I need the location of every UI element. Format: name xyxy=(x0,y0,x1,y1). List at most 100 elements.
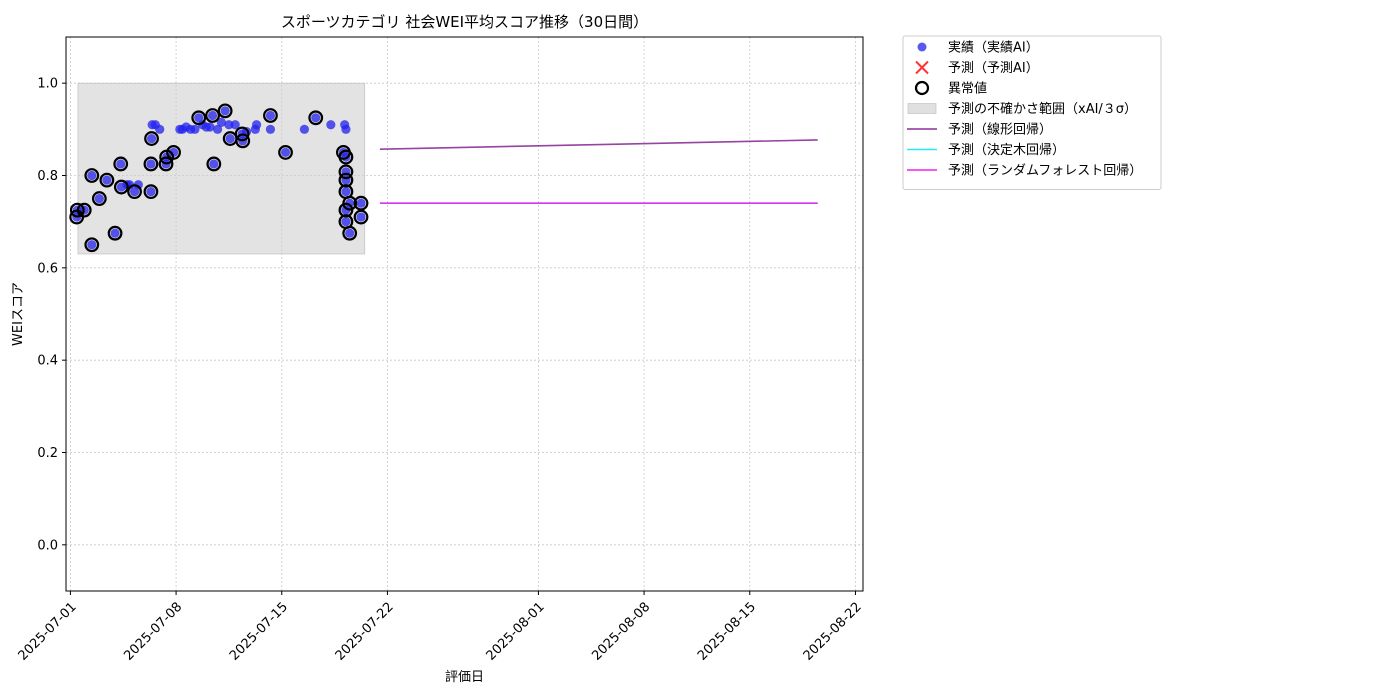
actual-point xyxy=(345,198,355,208)
actual-point xyxy=(341,124,351,134)
actual-point xyxy=(356,212,366,222)
anomaly-ring xyxy=(76,202,92,218)
linear-regression-line xyxy=(379,139,818,150)
y-tick-label: 0.0 xyxy=(37,538,58,553)
x-tick-label: 2025-08-01 xyxy=(484,600,548,664)
actual-point xyxy=(207,110,218,121)
actual-point xyxy=(87,240,97,250)
anomaly-ring xyxy=(234,126,250,142)
anomaly-ring xyxy=(235,133,251,149)
anomaly-ring xyxy=(217,103,233,119)
anomaly-ring xyxy=(191,110,207,126)
actual-point xyxy=(341,205,351,215)
legend-actual-marker xyxy=(917,42,927,52)
actual-point xyxy=(280,147,291,158)
anomaly-ring xyxy=(342,195,358,211)
anomaly-ring xyxy=(308,110,324,126)
actual-point xyxy=(190,124,200,134)
actual-point xyxy=(225,133,235,144)
anomaly-ring xyxy=(338,164,354,180)
prediction-lines-layer xyxy=(379,139,818,204)
x-axis-ticks: 2025-07-01 2025-07-08 2025-07-15 2025-07-22… xyxy=(16,591,865,664)
actual-point xyxy=(265,110,276,121)
actual-point xyxy=(224,120,234,130)
anomaly-ring xyxy=(206,156,222,172)
actual-point xyxy=(146,187,156,197)
y-tick-label: 0.2 xyxy=(37,446,58,461)
legend-box xyxy=(902,35,1162,190)
actual-point xyxy=(87,170,97,181)
anomaly-ring xyxy=(143,156,159,172)
x-tick-label: 2025-08-08 xyxy=(589,600,653,664)
legend-label: 予測（予測AI） xyxy=(948,61,1039,76)
actual-point xyxy=(356,198,366,208)
actual-point xyxy=(345,228,355,238)
anomaly-ring xyxy=(84,168,100,183)
anomaly-ring xyxy=(166,145,181,160)
actual-point xyxy=(341,187,351,197)
anomaly-ring xyxy=(278,145,293,160)
anomaly-ring xyxy=(69,202,85,218)
actual-point xyxy=(265,124,276,134)
anomaly-ring xyxy=(143,184,159,200)
legend-label: 予測の不確かさ範囲（xAI/３σ） xyxy=(948,101,1137,117)
anomaly-ring xyxy=(158,156,174,172)
anomaly-ring xyxy=(338,149,354,165)
actual-point xyxy=(252,120,262,130)
legend-item: 実績（実績AI） xyxy=(917,40,1039,56)
anomaly-ring xyxy=(205,108,220,123)
legend-item: 予測（線形回帰） xyxy=(907,122,1052,138)
actual-point xyxy=(341,217,351,227)
anomaly-ring xyxy=(113,156,129,172)
anomaly-ring xyxy=(113,179,129,195)
actual-point xyxy=(216,117,226,128)
plot-area-frame xyxy=(65,36,864,592)
x-tick-label: 2025-08-15 xyxy=(695,600,759,664)
legend-predicted-marker xyxy=(915,60,929,75)
anomaly-ring xyxy=(99,172,115,188)
actual-point xyxy=(230,120,240,130)
y-tick-label: 0.6 xyxy=(37,261,58,276)
legend-label: 予測（ランダムフォレスト回帰） xyxy=(948,163,1142,179)
actual-point xyxy=(168,147,179,158)
anomaly-ring xyxy=(91,191,107,206)
actual-point xyxy=(146,133,157,144)
actual-point xyxy=(212,124,223,134)
actual-point xyxy=(116,159,126,169)
legend-item: 予測（ランダムフォレスト回帰） xyxy=(907,163,1142,179)
legend-band-patch xyxy=(907,103,937,114)
x-tick-label: 2025-07-15 xyxy=(227,600,291,664)
anomaly-ring xyxy=(127,184,142,200)
actual-point xyxy=(311,113,321,123)
actual-point xyxy=(155,124,165,134)
legend-item: 予測（予測AI） xyxy=(915,60,1039,76)
actual-point xyxy=(129,187,140,197)
y-tick-label: 0.4 xyxy=(37,354,58,369)
anomaly-ring xyxy=(107,225,123,241)
x-tick-label: 2025-07-22 xyxy=(333,600,397,664)
legend-label: 予測（線形回帰） xyxy=(948,122,1052,138)
actual-point xyxy=(209,159,219,169)
legend-item: 異常値 xyxy=(914,81,987,97)
legend-label: 予測（決定木回帰） xyxy=(948,142,1065,158)
x-tick-label: 2025-07-08 xyxy=(121,600,185,664)
y-axis-title: WEIスコア xyxy=(11,282,26,346)
x-tick-label: 2025-08-22 xyxy=(801,600,865,664)
anomaly-ring xyxy=(342,225,358,241)
actual-point xyxy=(146,159,156,169)
actual-point xyxy=(326,120,336,130)
actual-point xyxy=(94,193,104,204)
legend-item: 予測の不確かさ範囲（xAI/３σ） xyxy=(907,101,1137,117)
chart-title: スポーツカテゴリ 社会WEI平均スコア推移（30日間） xyxy=(281,13,648,31)
actual-point xyxy=(133,180,143,190)
actual-point xyxy=(220,106,230,116)
legend-item: 予測（決定木回帰） xyxy=(907,142,1065,158)
anomaly-ring xyxy=(263,108,278,123)
actual-point xyxy=(194,113,204,123)
actual-point xyxy=(102,175,112,185)
x-axis-title: 評価日 xyxy=(445,670,484,685)
anomaly-ring xyxy=(353,195,369,211)
y-tick-label: 1.0 xyxy=(37,77,58,92)
